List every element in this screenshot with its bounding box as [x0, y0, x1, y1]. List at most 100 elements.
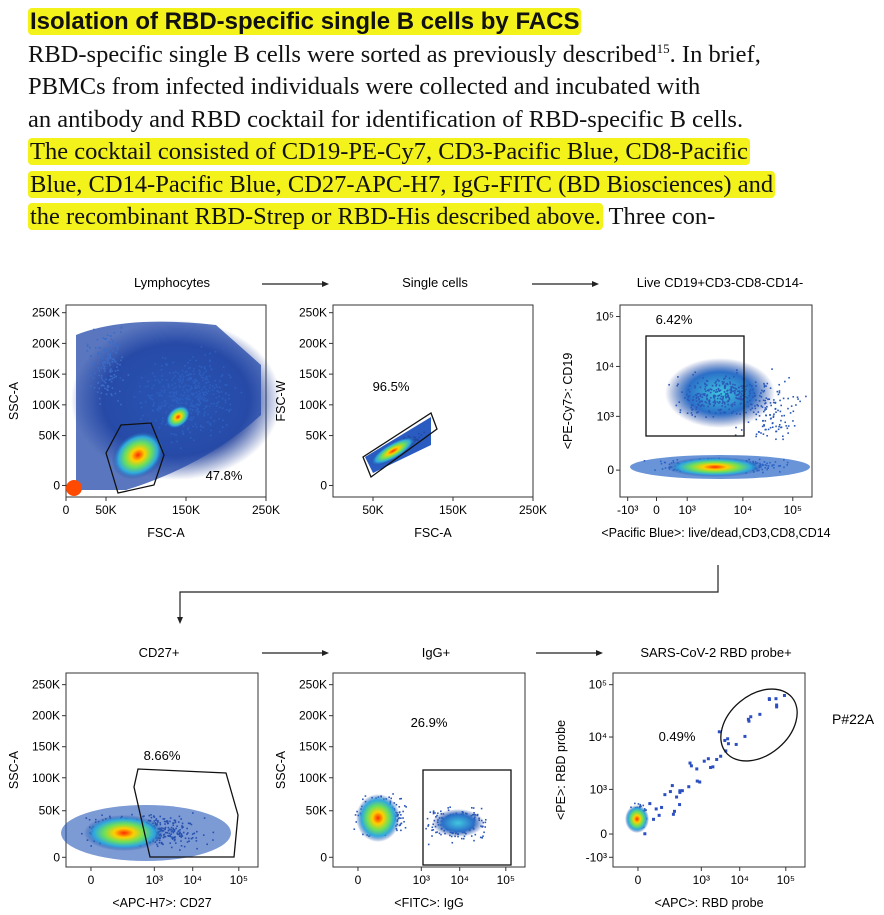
section-heading-line: Isolation of RBD-specific single B cells… — [28, 6, 868, 39]
y-axis-label: <PE-Cy7>: CD19 — [561, 353, 575, 450]
x-tick-label: 10³ — [413, 873, 430, 887]
y-tick-label: 50K — [306, 429, 327, 443]
gate-percentage: 8.66% — [144, 748, 181, 763]
y-tick-label: 10⁴ — [595, 359, 614, 373]
x-axis-label: FSC-A — [414, 526, 452, 540]
gate-outline — [362, 412, 438, 479]
x-axis-label: <FITC>: IgG — [394, 896, 463, 910]
text-line-2: PBMCs from infected individuals were col… — [28, 73, 701, 100]
flow-arrows — [177, 281, 719, 656]
text-line-1-post: . In brief, — [669, 40, 761, 68]
panel-title: SARS-CoV-2 RBD probe+ — [640, 645, 791, 660]
x-tick-label: 10⁵ — [777, 873, 795, 887]
y-axis-label: <PE>: RBD probe — [554, 720, 568, 820]
facs-panel-2: Single cells 96.5% 50K 150K 250K 250K 200K 150K… — [274, 275, 547, 540]
text-line-1: RBD-specific single B cells were sorted … — [28, 39, 868, 72]
text-line-6: the recombinant RBD-Strep or RBD-His des… — [28, 201, 868, 234]
x-tick-label: 10³ — [679, 503, 696, 517]
y-tick-label: 200K — [299, 336, 327, 350]
y-tick-label: 10³ — [590, 782, 607, 796]
event-density — [353, 793, 487, 846]
x-tick-label: 0 — [653, 503, 660, 517]
y-tick-label: 0 — [607, 463, 614, 477]
text-line-6-tail: Three con- — [602, 203, 716, 230]
x-tick-label: 10⁴ — [183, 873, 202, 887]
x-axis-label: FSC-A — [147, 526, 185, 540]
x-tick-label: 10⁵ — [230, 873, 248, 887]
methods-text: Isolation of RBD-specific single B cells… — [28, 6, 868, 234]
event-density — [365, 417, 431, 473]
gate-percentage: 26.9% — [411, 715, 448, 730]
facs-panel-3: Live CD19+CD3-CD8-CD14- 6.42% -10³ 0 10³ 10⁴ 1… — [561, 275, 831, 540]
y-tick-label: 0 — [53, 850, 60, 864]
gate-percentage: 0.49% — [659, 729, 696, 744]
y-tick-label: 250K — [32, 306, 60, 320]
x-tick-label: 150K — [439, 503, 467, 517]
y-tick-label: 50K — [39, 804, 60, 818]
y-tick-label: 50K — [39, 429, 60, 443]
y-tick-label: 10⁵ — [589, 678, 607, 692]
gate-outline — [720, 688, 798, 762]
y-axis-label: SSC-A — [7, 750, 21, 789]
x-axis-label: <APC-H7>: CD27 — [112, 896, 211, 910]
x-tick-label: 10⁴ — [450, 873, 469, 887]
reference-number[interactable]: 15 — [656, 40, 670, 56]
y-tick-label: 0 — [320, 478, 327, 492]
x-tick-label: -10³ — [617, 503, 638, 517]
y-tick-label: 150K — [299, 367, 327, 381]
gate-percentage: 96.5% — [373, 379, 410, 394]
y-tick-label: 100K — [299, 398, 327, 412]
gate-outline — [422, 769, 512, 866]
y-tick-label: 250K — [32, 678, 60, 692]
y-tick-label: 0 — [53, 478, 60, 492]
x-tick-label: 50K — [362, 503, 383, 517]
x-tick-label: 10⁵ — [497, 873, 515, 887]
gate-outline — [133, 768, 239, 858]
x-tick-label: 0 — [355, 873, 362, 887]
panel-title: CD27+ — [139, 645, 180, 660]
panel-title: Single cells — [402, 275, 468, 290]
x-tick-label: 10³ — [146, 873, 163, 887]
plot-frame — [332, 304, 534, 498]
x-tick-label: 250K — [252, 503, 280, 517]
highlight-line-6: the recombinant RBD-Strep or RBD-His des… — [28, 203, 603, 230]
text-line-1-pre: RBD-specific single B cells were sorted … — [28, 40, 657, 68]
x-tick-label: 10⁴ — [730, 873, 749, 887]
event-density — [625, 693, 786, 836]
y-tick-label: 0 — [600, 827, 607, 841]
x-tick-label: 0 — [63, 503, 70, 517]
y-axis-label: SSC-A — [274, 750, 288, 789]
y-axis-label: FSC-W — [274, 380, 288, 421]
y-tick-label: 100K — [32, 771, 60, 785]
y-tick-label: 250K — [299, 678, 327, 692]
event-density — [61, 805, 231, 861]
highlight-line-5: Blue, CD14-Pacific Blue, CD27-APC-H7, Ig… — [28, 170, 776, 198]
facs-panel-6: SARS-CoV-2 RBD probe+ 0.49% 0 10³ 10⁴ 10⁵ 10⁵ 1… — [554, 645, 806, 910]
text-line-5: Blue, CD14-Pacific Blue, CD27-APC-H7, Ig… — [28, 169, 868, 202]
section-heading: Isolation of RBD-specific single B cells… — [28, 8, 582, 35]
gate-percentage: 47.8% — [206, 468, 243, 483]
gate-outline — [645, 335, 745, 437]
facs-gating-figure: Lymphocytes 47.8% 0 50K 150K 250K 250K 200K 150K… — [7, 275, 875, 910]
y-tick-label: 150K — [299, 740, 327, 754]
text-line-3: an antibody and RBD cocktail for identif… — [28, 105, 744, 133]
x-axis-label: <APC>: RBD probe — [654, 896, 763, 910]
x-axis-label: <Pacific Blue>: live/dead,CD3,CD8,CD14 — [601, 526, 830, 540]
y-tick-label: 10⁵ — [596, 310, 614, 324]
y-tick-label: 50K — [306, 804, 327, 818]
facs-panel-1: Lymphocytes 47.8% 0 50K 150K 250K 250K 200K 150K… — [7, 275, 281, 540]
y-tick-label: 150K — [32, 367, 60, 381]
y-tick-label: 0 — [320, 850, 327, 864]
panel-title: Lymphocytes — [134, 275, 211, 290]
y-tick-label: 200K — [32, 336, 60, 350]
event-density — [630, 358, 810, 479]
x-tick-label: 150K — [172, 503, 200, 517]
y-tick-label: 100K — [32, 398, 60, 412]
y-tick-label: 200K — [299, 709, 327, 723]
y-tick-label: 150K — [32, 740, 60, 754]
y-tick-label: 200K — [32, 709, 60, 723]
y-tick-label: -10³ — [586, 850, 607, 864]
y-axis-label: SSC-A — [7, 381, 21, 420]
plot-frame — [612, 672, 806, 868]
gate-percentage: 6.42% — [656, 312, 693, 327]
